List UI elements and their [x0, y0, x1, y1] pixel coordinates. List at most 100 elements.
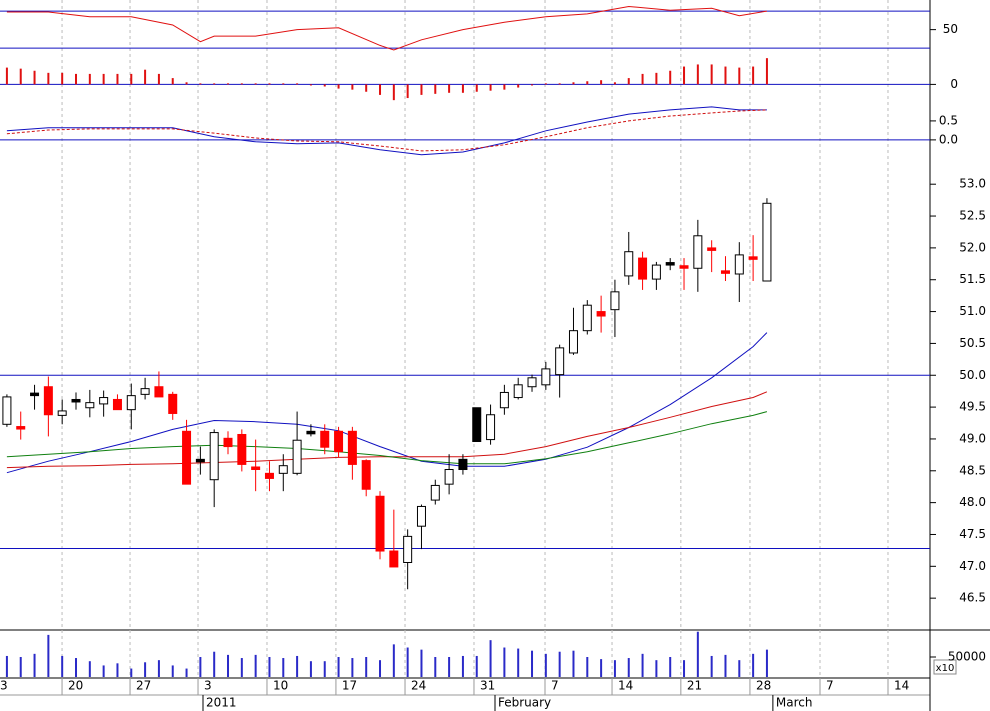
candle-body	[85, 402, 95, 409]
bar	[365, 657, 368, 677]
x-tick-label: 31	[480, 679, 495, 693]
bar	[544, 653, 547, 677]
bar	[337, 84, 340, 89]
bar	[696, 631, 699, 677]
bar	[102, 665, 105, 677]
x-tick-label: 14	[894, 679, 909, 693]
x-tick-label: 3	[204, 679, 212, 693]
bar	[75, 73, 78, 85]
bar	[517, 648, 520, 677]
candle-body	[568, 330, 578, 354]
bar	[337, 657, 340, 677]
bar	[489, 640, 492, 677]
bar	[531, 650, 534, 677]
bar	[641, 73, 644, 85]
bar	[75, 658, 78, 677]
candle-body	[347, 430, 357, 465]
bar	[724, 654, 727, 677]
x-tick-label: 7	[826, 679, 834, 693]
bar	[185, 82, 188, 85]
bar	[213, 83, 216, 85]
candle-body	[582, 304, 592, 332]
bar	[420, 84, 423, 95]
candle-body	[679, 265, 689, 269]
bar	[199, 83, 202, 85]
candle-body	[334, 430, 344, 453]
series-line	[6, 109, 767, 152]
candle-body	[292, 439, 302, 474]
bar	[130, 73, 133, 85]
candle-body	[416, 505, 426, 527]
candle-body	[237, 433, 247, 465]
y-tick-label: 50.0	[959, 368, 986, 382]
x-tick-label: 27	[136, 679, 151, 693]
bar	[323, 661, 326, 677]
bar	[627, 78, 630, 85]
candle-body	[209, 432, 219, 481]
series-line	[6, 411, 768, 465]
bar	[351, 658, 354, 677]
bar	[19, 68, 22, 85]
bar	[227, 654, 230, 677]
candle-body	[57, 410, 67, 416]
bar	[309, 661, 312, 677]
bar	[765, 649, 768, 677]
bar	[586, 657, 589, 677]
bar	[33, 70, 36, 85]
bar	[406, 84, 409, 99]
bar	[531, 84, 534, 86]
series-line	[6, 391, 768, 469]
bar	[296, 655, 299, 677]
x-tick-label: 14	[618, 679, 633, 693]
bar	[254, 654, 257, 677]
candle-body	[499, 391, 509, 409]
bar	[323, 84, 326, 87]
candle-body	[513, 384, 523, 399]
bar	[724, 66, 727, 85]
bar	[655, 72, 658, 85]
bar	[752, 653, 755, 677]
candle-body	[361, 460, 371, 490]
y-tick-label: 46.5	[959, 591, 986, 605]
bar	[627, 658, 630, 677]
bar	[475, 655, 478, 677]
bar	[268, 83, 271, 85]
candle-body	[734, 254, 744, 275]
bar	[572, 650, 575, 677]
bar	[116, 73, 119, 85]
y-tick-label: 47.0	[959, 559, 986, 573]
bar	[600, 80, 603, 85]
bar	[213, 651, 216, 677]
candle-body	[375, 495, 385, 552]
bar	[268, 657, 271, 677]
month-label: 2011	[206, 696, 237, 710]
bar	[448, 84, 451, 93]
x-tick-label: 7	[551, 679, 559, 693]
bar	[392, 644, 395, 677]
bar	[227, 83, 230, 85]
bar	[309, 84, 312, 86]
bar	[503, 84, 506, 90]
candle-body	[195, 458, 205, 463]
candle-body	[624, 251, 634, 277]
y-tick-label: 50.5	[959, 336, 986, 350]
bar	[406, 647, 409, 677]
bar	[655, 660, 658, 677]
candle-body	[541, 368, 551, 386]
x-tick-label: 17	[342, 679, 357, 693]
bar	[199, 657, 202, 677]
x-tick-label: 3	[0, 679, 8, 693]
multiplier-box	[933, 659, 957, 675]
candle-body	[444, 469, 454, 485]
bar	[641, 653, 644, 677]
candle-body	[610, 291, 620, 311]
bar	[683, 66, 686, 85]
bar	[33, 653, 36, 677]
bar	[613, 82, 616, 85]
bar	[558, 83, 561, 85]
bar	[19, 657, 22, 677]
bar	[144, 69, 147, 85]
bar	[5, 67, 8, 85]
candle-body	[99, 397, 109, 405]
